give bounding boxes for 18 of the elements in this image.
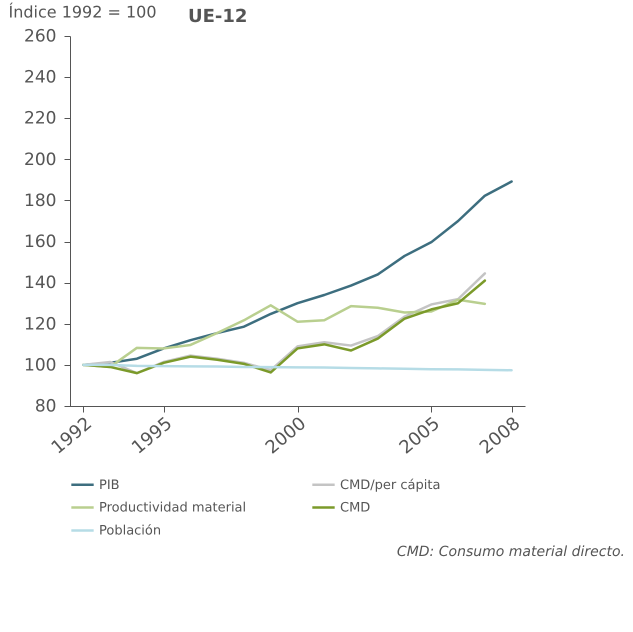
y-tick-label: 80: [34, 396, 56, 416]
y-axis-title: Índice 1992 = 100: [8, 2, 157, 22]
y-tick-label: 100: [24, 355, 56, 376]
legend-label: CMD/per cápita: [340, 478, 440, 493]
y-tick-label: 200: [24, 150, 56, 170]
legend-label: CMD: [340, 500, 370, 516]
y-tick-label: 120: [24, 314, 56, 334]
y-tick-label: 220: [24, 108, 56, 129]
y-tick-label: 240: [24, 68, 56, 88]
y-tick-label: 260: [24, 26, 56, 46]
legend-label: PIB: [99, 478, 120, 493]
y-tick-label: 180: [24, 190, 56, 211]
text: CMD: Consumo material directo.: [396, 544, 625, 560]
legend-label: Población: [99, 524, 162, 538]
legend-label: Productividad material: [99, 500, 246, 516]
y-tick-label: 140: [24, 273, 56, 294]
chart-title: UE-12: [188, 6, 248, 27]
y-tick-label: 160: [24, 232, 56, 252]
